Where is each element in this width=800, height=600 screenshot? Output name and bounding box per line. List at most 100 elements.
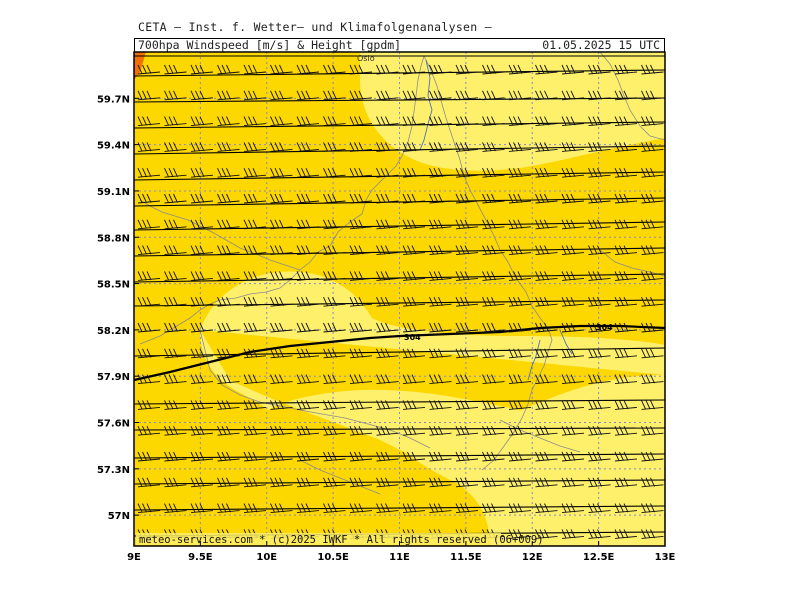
- wind-barb: [270, 322, 293, 333]
- wind-barb: [190, 168, 214, 178]
- wind-barb: [137, 116, 161, 127]
- wind-barb: [402, 477, 426, 488]
- wind-barb: [588, 348, 611, 359]
- wind-barb: [376, 477, 399, 488]
- wind-barb: [323, 503, 346, 514]
- wind-barb: [376, 90, 399, 101]
- wind-barb: [349, 271, 373, 281]
- wind-barb: [429, 64, 452, 75]
- wind-barb: [376, 348, 399, 359]
- wind-barb: [508, 503, 532, 514]
- wind-barb: [429, 90, 452, 101]
- longitude-ticks: 9E 9.5E 10E 10.5E 11E 11.5E 12E 12.5E 13E: [127, 541, 676, 563]
- wind-barb: [429, 116, 452, 127]
- wind-barb: [190, 348, 214, 359]
- wind-barb: [535, 529, 558, 539]
- wind-barb: [296, 219, 320, 230]
- lat-tick-label-4: 58.2N: [97, 326, 130, 337]
- wind-barb: [641, 64, 664, 75]
- wind-barb: [376, 451, 399, 462]
- wind-barb: [641, 142, 664, 152]
- wind-barb: [137, 451, 161, 462]
- wind-barb: [323, 297, 346, 307]
- wind-barb: [561, 142, 585, 152]
- wind-barb: [349, 64, 373, 75]
- wind-barb: [270, 426, 293, 436]
- wind-barb: [349, 374, 373, 385]
- wind-barb: [482, 142, 505, 152]
- wind-barb: [614, 193, 638, 204]
- footer-background: [136, 533, 501, 545]
- wind-barb: [482, 374, 505, 385]
- wind-barb: [296, 426, 320, 436]
- wind-barb: [402, 503, 426, 514]
- wind-barb: [137, 271, 161, 281]
- wind-barb: [535, 374, 558, 385]
- wind-barb: [429, 477, 452, 488]
- wind-barb: [561, 219, 585, 230]
- wind-barb: [296, 477, 320, 488]
- wind-barb: [455, 374, 479, 385]
- wind-barb: [535, 142, 558, 152]
- wind-barb: [455, 426, 479, 436]
- wind-barb: [270, 64, 293, 75]
- wind-barb: [429, 245, 452, 256]
- lat-tick-label-2: 57.6N: [97, 419, 130, 430]
- wind-barb: [614, 297, 638, 307]
- wind-barb: [535, 64, 558, 75]
- wind-barb: [217, 374, 240, 385]
- wind-barb: [217, 142, 240, 152]
- wind-barb: [455, 297, 479, 307]
- wind-barb: [243, 142, 267, 152]
- wind-fill-orange-corner: [134, 52, 146, 80]
- wind-barb: [561, 90, 585, 101]
- wind-barb: [482, 64, 505, 75]
- wind-barb: [190, 271, 214, 281]
- wind-barb: [323, 116, 346, 127]
- wind-barb: [535, 168, 558, 178]
- wind-barb: [614, 503, 638, 514]
- lon-tick-label-4: 11E: [389, 552, 410, 563]
- wind-barb: [164, 503, 187, 514]
- wind-barb: [296, 297, 320, 307]
- wind-barb: [296, 271, 320, 281]
- wind-barb: [455, 400, 479, 410]
- wind-barb: [455, 451, 479, 462]
- wind-fill-light-north: [360, 52, 665, 171]
- wind-barb: [561, 400, 585, 410]
- wind-barb: [641, 116, 664, 127]
- wind-barb: [137, 297, 161, 307]
- contour-label-1: 304: [404, 333, 421, 342]
- wind-barb: [429, 374, 452, 385]
- wind-barb: [455, 245, 479, 256]
- wind-barb: [641, 193, 664, 204]
- wind-barb: [508, 271, 532, 281]
- wind-barb: [561, 297, 585, 307]
- wind-barb: [217, 400, 240, 410]
- wind-barb: [588, 400, 611, 410]
- wind-barb: [482, 477, 505, 488]
- wind-barb: [243, 400, 267, 410]
- wind-barb: [296, 90, 320, 101]
- wind-barb: [561, 245, 585, 256]
- wind-barb: [190, 322, 214, 333]
- wind-barb: [561, 451, 585, 462]
- wind-barb: [376, 193, 399, 204]
- wind-barb: [270, 142, 293, 152]
- wind-barb: [164, 168, 187, 178]
- wind-barb: [349, 245, 373, 256]
- wind-barb: [588, 322, 611, 333]
- wind-barb: [535, 245, 558, 256]
- wind-barb: [296, 193, 320, 204]
- wind-barb: [614, 529, 638, 539]
- wind-barb: [164, 374, 187, 385]
- wind-barb: [561, 503, 585, 514]
- wind-barb: [535, 193, 558, 204]
- wind-barb: [164, 348, 187, 359]
- wind-barb: [508, 297, 532, 307]
- wind-barb: [296, 64, 320, 75]
- wind-barb: [535, 426, 558, 436]
- city-label-oslo: Oslo: [357, 54, 375, 63]
- wind-barb: [429, 168, 452, 178]
- wind-barb: [270, 116, 293, 127]
